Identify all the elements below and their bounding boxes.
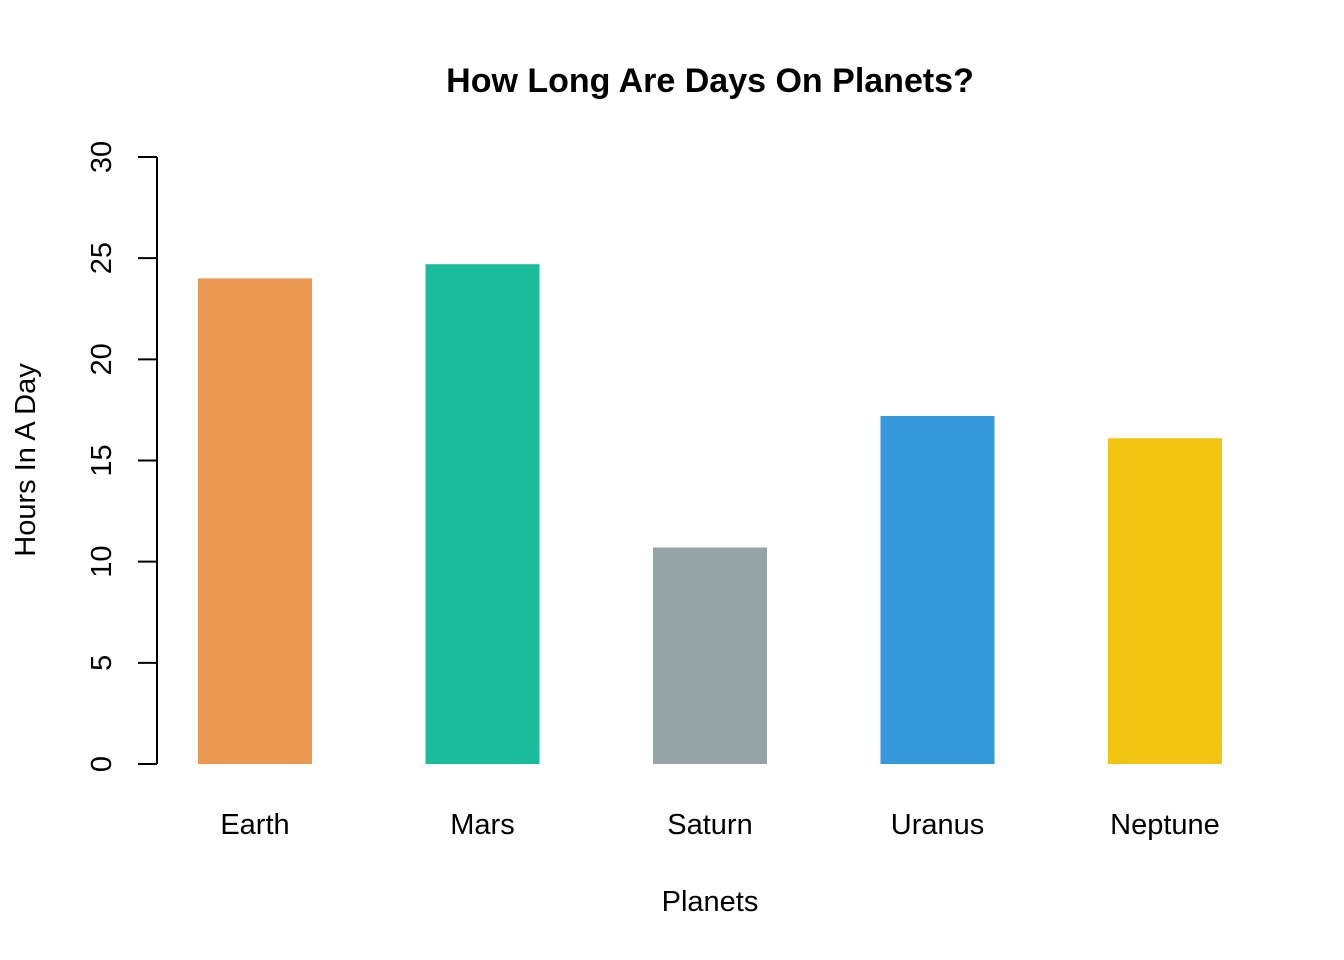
y-tick-label: 25 xyxy=(86,242,118,274)
bar-mars xyxy=(425,264,540,764)
chart-title: How Long Are Days On Planets? xyxy=(446,62,974,100)
bar-series xyxy=(198,264,1222,764)
x-tick-label-uranus: Uranus xyxy=(891,809,985,841)
bar-saturn xyxy=(653,547,767,764)
y-tick-label: 0 xyxy=(86,756,118,772)
x-tick-label-saturn: Saturn xyxy=(667,809,752,841)
y-tick-label: 30 xyxy=(86,141,118,173)
x-tick-label-neptune: Neptune xyxy=(1110,809,1220,841)
x-tick-label-mars: Mars xyxy=(450,809,514,841)
bar-earth xyxy=(198,278,312,764)
x-tick-label-earth: Earth xyxy=(220,809,289,841)
y-tick-label: 20 xyxy=(86,343,118,375)
y-tick-label: 15 xyxy=(86,444,118,476)
x-axis-title: Planets xyxy=(662,886,759,918)
bar-neptune xyxy=(1108,438,1222,764)
bar-uranus xyxy=(880,415,995,764)
x-axis-labels: Earth Mars Saturn Uranus Neptune xyxy=(220,809,1219,841)
y-tick-label: 10 xyxy=(86,546,118,578)
y-axis-title: Hours In A Day xyxy=(10,363,42,557)
y-tick-label: 5 xyxy=(86,655,118,671)
y-axis: 0 5 10 15 20 25 30 xyxy=(86,141,158,772)
